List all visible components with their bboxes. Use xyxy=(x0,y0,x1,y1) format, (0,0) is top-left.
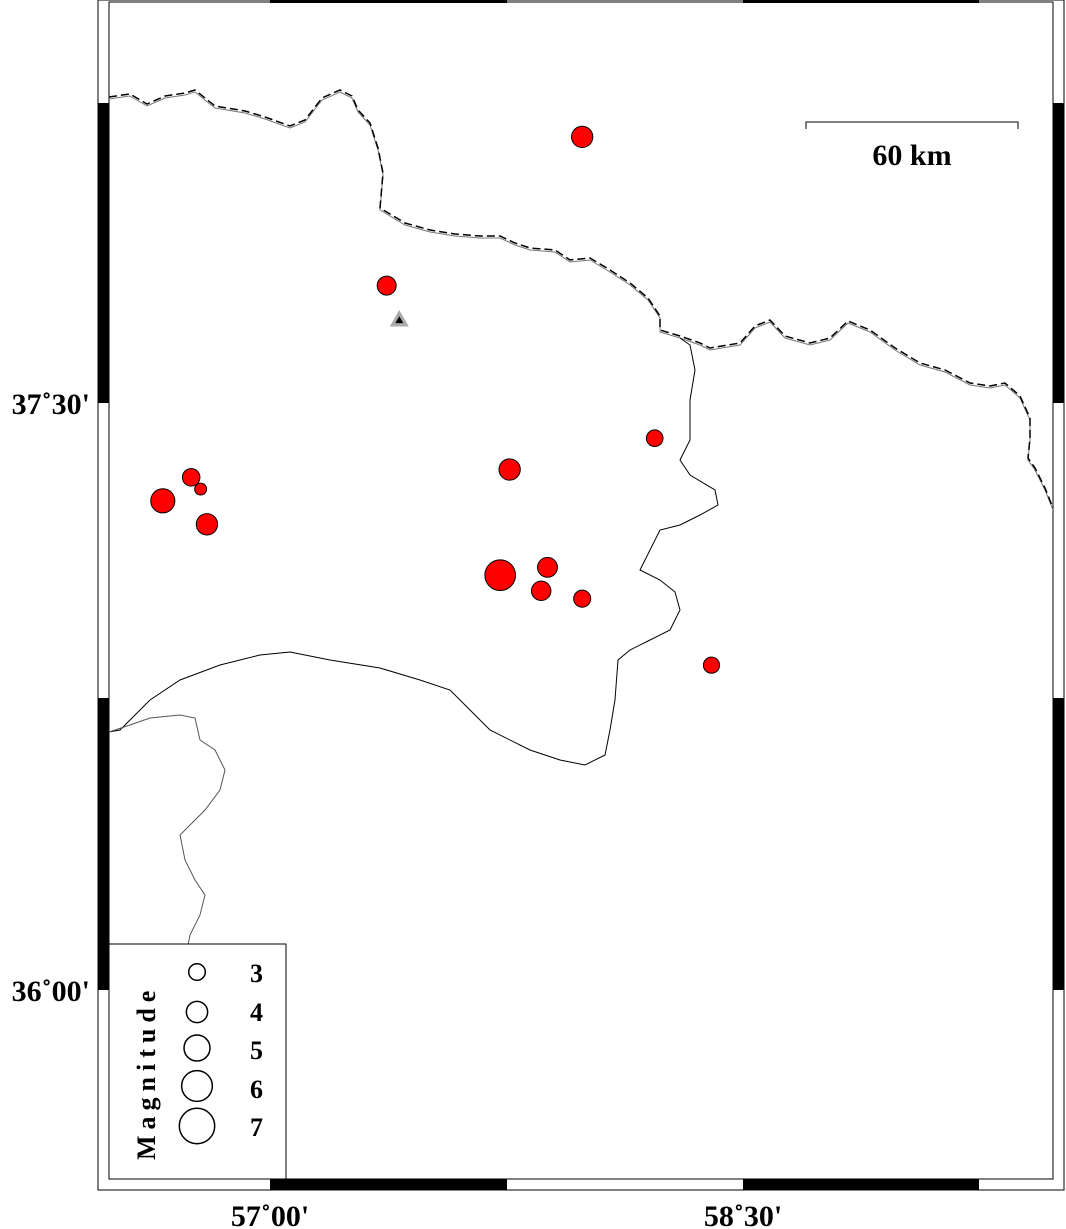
earthquake-event-4 xyxy=(498,458,521,481)
earthquake-event-12 xyxy=(573,589,592,608)
station-triangle-icon xyxy=(389,309,409,327)
province-boundary-west xyxy=(108,714,226,946)
earthquake-event-9 xyxy=(484,559,517,592)
legend-circle-4 xyxy=(185,1000,209,1024)
earthquake-event-10 xyxy=(537,556,558,578)
legend-label-7: 7 xyxy=(250,1113,263,1142)
lat-label-37-30: 37˚30' xyxy=(12,388,90,421)
earthquake-event-11 xyxy=(530,580,552,602)
lon-label-58-30: 58˚30' xyxy=(704,1200,782,1229)
station-inner-triangle xyxy=(395,316,404,324)
legend-circle-6 xyxy=(180,1069,214,1103)
lat-label-36: 36˚00' xyxy=(12,975,90,1008)
province-boundary-east xyxy=(108,337,719,766)
earthquake-events xyxy=(150,125,721,674)
earthquake-event-8 xyxy=(195,513,219,536)
legend-label-5: 5 xyxy=(250,1036,263,1065)
earthquake-event-1 xyxy=(571,125,594,149)
earthquake-event-2 xyxy=(376,275,397,296)
earthquake-event-13 xyxy=(702,656,721,674)
country-border xyxy=(108,89,1054,511)
legend-circle-7 xyxy=(178,1107,216,1145)
legend-circle-3 xyxy=(187,962,207,982)
legend-label-6: 6 xyxy=(250,1075,263,1104)
lon-label-57: 57˚00' xyxy=(231,1200,309,1229)
earthquake-event-6 xyxy=(194,482,208,496)
legend-label-3: 3 xyxy=(250,959,263,988)
earthquake-event-7 xyxy=(150,488,176,514)
magnitude-legend: Magnitude 3 4 5 6 7 xyxy=(108,943,287,1180)
legend-title: Magnitude xyxy=(132,985,161,1160)
scale-bar-label: 60 km xyxy=(872,139,951,172)
legend-label-4: 4 xyxy=(250,998,263,1027)
earthquake-event-5 xyxy=(181,468,201,487)
map-frame xyxy=(97,0,1065,1191)
legend-circle-5 xyxy=(183,1034,211,1062)
province-boundaries xyxy=(108,337,719,946)
scale-bar: 60 km xyxy=(805,121,1019,172)
earthquake-event-3 xyxy=(645,429,664,448)
